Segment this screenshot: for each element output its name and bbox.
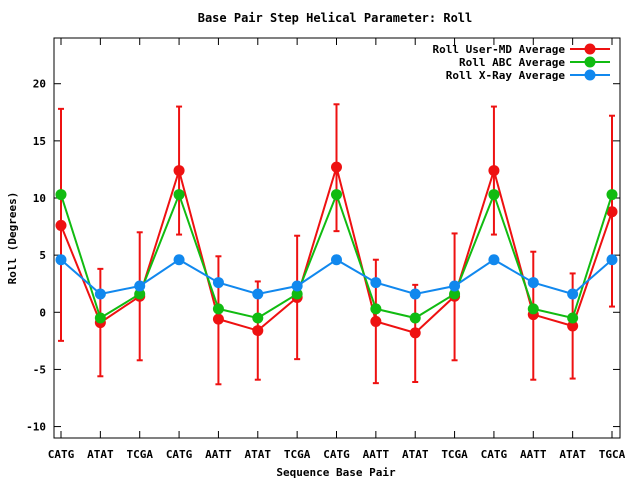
x-tick-label: AATT [205, 448, 232, 461]
x-tick-label: TGCA [599, 448, 626, 461]
data-point [567, 288, 579, 300]
data-point [409, 312, 421, 324]
data-point [134, 288, 146, 300]
x-tick-label: CATG [166, 448, 193, 461]
data-point [488, 189, 500, 201]
data-point [567, 320, 579, 332]
data-point [212, 313, 224, 325]
data-point [212, 277, 224, 289]
data-point [173, 189, 185, 201]
x-tick-label: CATG [481, 448, 508, 461]
data-point [409, 327, 421, 339]
data-point [55, 219, 67, 231]
legend-label: Roll User-MD Average [433, 43, 566, 56]
data-point [449, 288, 461, 300]
legend-swatch-marker [584, 69, 596, 81]
axes: -10 -5 0 5 10 15 20 CATG ATAT TCGA CATG AATT ATAT TCG… [26, 37, 626, 461]
y-tick-label: 5 [39, 249, 46, 262]
x-tick-label: ATAT [245, 448, 272, 461]
x-tick-label: TCGA [126, 448, 153, 461]
legend-swatch-marker [584, 43, 596, 55]
x-tick-label: ATAT [87, 448, 114, 461]
data-point [331, 254, 342, 266]
y-tick-label: 0 [39, 306, 46, 319]
data-point [55, 254, 67, 266]
data-point [488, 254, 500, 266]
y-tick-label: -5 [33, 363, 46, 376]
y-tick-label: 20 [33, 78, 46, 91]
y-tick-label: -10 [26, 421, 46, 434]
data-point [212, 303, 224, 315]
data-point [449, 280, 461, 292]
x-tick-label: AATT [363, 448, 390, 461]
data-point [173, 165, 185, 177]
x-tick-label: CATG [48, 448, 75, 461]
data-point [134, 280, 146, 292]
legend-swatch-marker [584, 56, 596, 68]
y-tick-label: 10 [33, 192, 46, 205]
data-point [409, 288, 421, 300]
data-point [527, 277, 539, 289]
x-tick-label: ATAT [402, 448, 429, 461]
x-tick-label: AATT [520, 448, 547, 461]
x-axis-label: Sequence Base Pair [276, 466, 396, 479]
legend-label: Roll X-Ray Average [446, 69, 566, 82]
data-point [331, 161, 342, 173]
series-2 [55, 189, 618, 324]
data-point [370, 315, 382, 327]
x-tick-label: ATAT [559, 448, 586, 461]
data-point [488, 165, 500, 177]
data-point [173, 254, 185, 266]
chart-title: Base Pair Step Helical Parameter: Roll [198, 11, 473, 25]
data-point [291, 288, 303, 300]
series-3 [55, 254, 618, 300]
legend-label: Roll ABC Average [459, 56, 565, 69]
data-point [291, 280, 303, 292]
y-tick-label: 15 [33, 135, 46, 148]
x-tick-label: TCGA [441, 448, 468, 461]
data-point [567, 312, 579, 324]
data-point [252, 312, 264, 324]
data-point [606, 189, 618, 201]
data-point [252, 288, 264, 300]
data-point [606, 254, 618, 266]
data-point [94, 312, 106, 324]
data-point [252, 325, 264, 337]
data-point [606, 206, 618, 218]
x-tick-label: TCGA [284, 448, 311, 461]
y-axis-label: Roll (Degrees) [6, 192, 19, 285]
data-point [527, 303, 539, 315]
data-point [55, 189, 67, 201]
data-point [370, 277, 382, 289]
series [55, 103, 618, 386]
data-point [370, 303, 382, 315]
series-1 [55, 103, 618, 386]
data-point [331, 189, 342, 201]
x-tick-label: CATG [323, 448, 350, 461]
data-point [94, 288, 106, 300]
